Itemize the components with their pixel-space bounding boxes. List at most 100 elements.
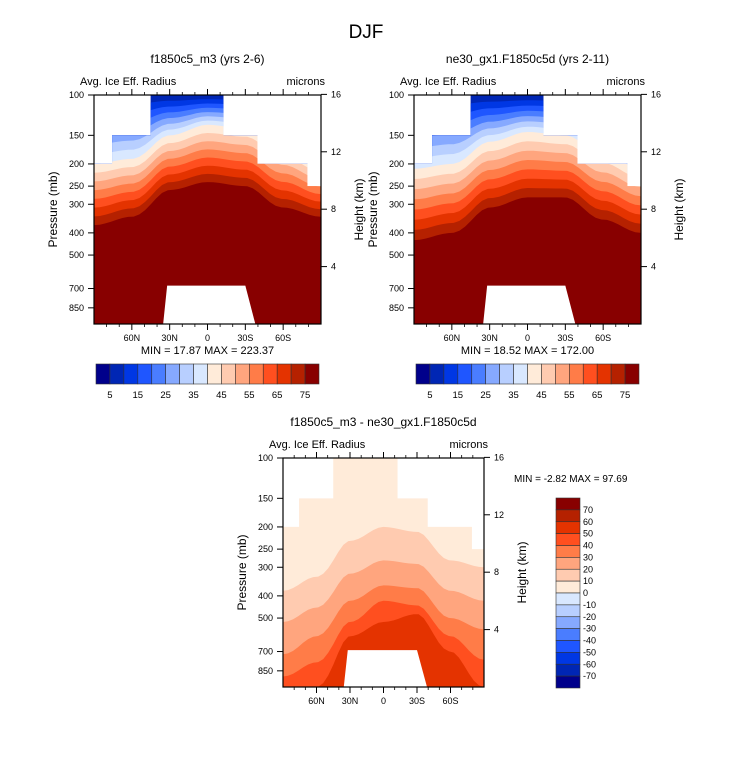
colorbar-box bbox=[513, 363, 528, 385]
y-right-tick-label: 4 bbox=[331, 262, 336, 272]
colorbar-box bbox=[471, 363, 486, 385]
colorbar-label: 30 bbox=[583, 552, 593, 562]
left-string: Avg. Ice Eff. Radius bbox=[80, 76, 177, 88]
left-string: Avg. Ice Eff. Radius bbox=[269, 439, 366, 451]
colorbar-box bbox=[262, 363, 278, 385]
y-tick-label: 250 bbox=[69, 181, 84, 191]
colorbar-label: 50 bbox=[583, 529, 593, 539]
x-tick-label: 60N bbox=[308, 696, 325, 706]
colorbar-label: -30 bbox=[583, 624, 596, 634]
colorbar-label: 55 bbox=[564, 390, 575, 401]
y-tick-label: 500 bbox=[389, 250, 404, 260]
colorbar-label: 25 bbox=[160, 390, 171, 401]
x-tick-label: 30S bbox=[557, 333, 573, 343]
colorbar-box bbox=[109, 363, 125, 385]
colorbar-box bbox=[555, 545, 581, 558]
missing-data-region bbox=[483, 285, 576, 324]
colorbar-label: 20 bbox=[583, 564, 593, 574]
contour-band bbox=[94, 182, 321, 324]
colorbar-box bbox=[555, 497, 581, 511]
min-max-stats: MIN = 18.52 MAX = 172.00 bbox=[461, 345, 594, 357]
y-tick-label: 300 bbox=[389, 199, 404, 209]
y-axis-label: Pressure (mb) bbox=[366, 171, 380, 247]
y-right-tick-label: 4 bbox=[651, 262, 656, 272]
y-tick-label: 100 bbox=[258, 453, 273, 463]
y-right-tick-label: 12 bbox=[331, 147, 341, 157]
colorbar-box bbox=[555, 652, 581, 665]
page-title: DJF bbox=[349, 22, 384, 43]
contour-field bbox=[94, 95, 321, 324]
right-string: microns bbox=[286, 76, 325, 88]
colorbar-label: 5 bbox=[107, 390, 112, 401]
colorbar-label: 65 bbox=[272, 390, 283, 401]
colorbar-box bbox=[235, 363, 250, 385]
colorbar-label: 0 bbox=[583, 588, 588, 598]
y-right-tick-label: 8 bbox=[494, 567, 499, 577]
contour-field bbox=[283, 458, 484, 687]
colorbar-box bbox=[415, 363, 431, 385]
colorbar-box bbox=[443, 363, 459, 385]
y-tick-label: 500 bbox=[258, 613, 273, 623]
y-tick-label: 300 bbox=[258, 562, 273, 572]
min-max-stats: MIN = -2.82 MAX = 97.69 bbox=[514, 474, 628, 485]
y-right-axis-label: Height (km) bbox=[672, 178, 686, 240]
colorbar-label: -10 bbox=[583, 600, 596, 610]
panel-top-right: 100 150 200 250 300 400 500 700 850 16 12 8 4 60N 30N 0… bbox=[366, 52, 686, 401]
left-string: Avg. Ice Eff. Radius bbox=[400, 76, 497, 88]
colorbar-box bbox=[555, 580, 581, 594]
y-right-tick-label: 12 bbox=[651, 147, 661, 157]
y-tick-label: 200 bbox=[69, 159, 84, 169]
colorbar-box bbox=[499, 363, 514, 385]
x-tick-label: 30S bbox=[409, 696, 425, 706]
colorbar-box bbox=[290, 363, 306, 385]
x-tick-label: 60N bbox=[444, 333, 461, 343]
colorbar-label: -60 bbox=[583, 659, 596, 669]
min-max-stats: MIN = 17.87 MAX = 223.37 bbox=[141, 345, 274, 357]
colorbar-label: -70 bbox=[583, 671, 596, 681]
colorbar-box bbox=[555, 663, 581, 677]
y-tick-label: 700 bbox=[258, 647, 273, 657]
y-tick-label: 400 bbox=[69, 228, 84, 238]
y-tick-label: 850 bbox=[258, 666, 273, 676]
colorbar-box bbox=[429, 363, 445, 385]
panel-title: ne30_gx1.F1850c5d (yrs 2-11) bbox=[446, 52, 609, 66]
panel-title: f1850c5_m3 - ne30_gx1.F1850c5d bbox=[290, 415, 476, 429]
colorbar-box bbox=[582, 363, 598, 385]
y-tick-label: 250 bbox=[258, 544, 273, 554]
colorbar-box bbox=[95, 363, 111, 385]
y-tick-label: 500 bbox=[69, 250, 84, 260]
panel-title: f1850c5_m3 (yrs 2-6) bbox=[150, 52, 264, 66]
colorbar-box bbox=[123, 363, 139, 385]
y-tick-label: 200 bbox=[258, 522, 273, 532]
y-tick-label: 200 bbox=[389, 159, 404, 169]
colorbar-box bbox=[165, 363, 180, 385]
colorbar-box bbox=[221, 363, 236, 385]
y-right-tick-label: 8 bbox=[651, 204, 656, 214]
colorbar-box bbox=[555, 628, 581, 641]
y-tick-label: 300 bbox=[69, 199, 84, 209]
panel-top-left: 100 150 200 250 300 400 500 700 850 16 12 8 4 60N 30N 0… bbox=[46, 52, 366, 401]
colorbar-box bbox=[555, 568, 581, 582]
contour-field bbox=[414, 95, 641, 324]
right-string: microns bbox=[449, 439, 488, 451]
y-tick-label: 100 bbox=[389, 90, 404, 100]
colorbar-box bbox=[596, 363, 612, 385]
y-tick-label: 400 bbox=[258, 591, 273, 601]
colorbar-box bbox=[151, 363, 166, 385]
y-tick-label: 700 bbox=[69, 284, 84, 294]
y-right-tick-label: 16 bbox=[651, 89, 661, 99]
y-right-axis-label: Height (km) bbox=[515, 541, 529, 603]
colorbar-label: -40 bbox=[583, 636, 596, 646]
y-right-tick-label: 8 bbox=[331, 204, 336, 214]
colorbar-box bbox=[610, 363, 626, 385]
y-tick-label: 400 bbox=[389, 228, 404, 238]
colorbar-label: 60 bbox=[583, 517, 593, 527]
x-tick-label: 30N bbox=[481, 333, 498, 343]
colorbar-label: 75 bbox=[620, 390, 631, 401]
x-tick-label: 0 bbox=[525, 333, 530, 343]
y-axis-label: Pressure (mb) bbox=[235, 534, 249, 610]
x-tick-label: 0 bbox=[205, 333, 210, 343]
y-tick-label: 700 bbox=[389, 284, 404, 294]
colorbar-label: 45 bbox=[216, 390, 227, 401]
